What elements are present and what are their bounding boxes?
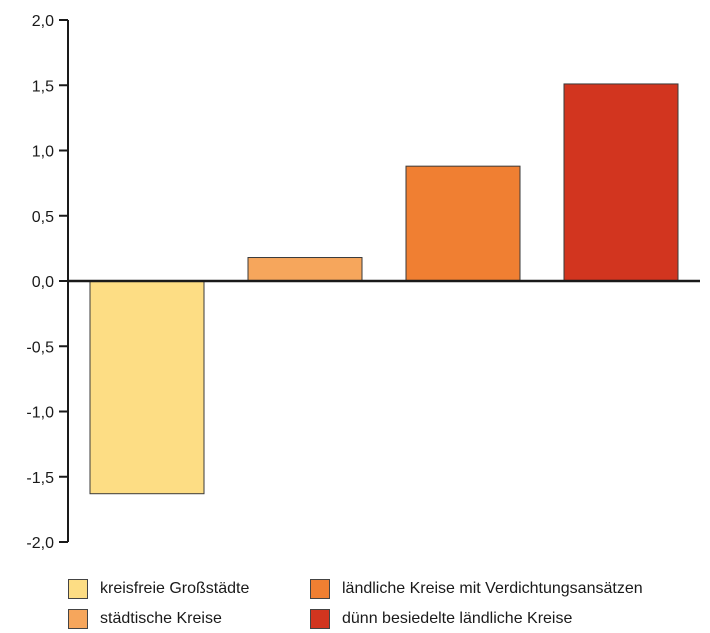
bar: [247, 257, 363, 282]
y-tick-label: 1,5: [32, 78, 54, 95]
bars: [89, 83, 679, 495]
y-tick-label: 2,0: [32, 13, 54, 30]
legend-item-laendliche-kreise-verdichtung: ländliche Kreise mit Verdichtungsansätze…: [310, 578, 643, 600]
legend-swatch: [310, 579, 330, 599]
y-tick-label: -1,0: [26, 405, 54, 422]
y-tick-label: 0,5: [32, 209, 54, 226]
legend-label: dünn besiedelte ländliche Kreise: [342, 610, 573, 627]
legend-swatch: [310, 609, 330, 629]
legend-label: kreisfreie Großstädte: [100, 580, 250, 597]
y-tick-label: 0,0: [32, 274, 54, 291]
bar: [405, 165, 521, 282]
y-tick-label: 1,0: [32, 144, 54, 161]
legend-item-staedtische-kreise: städtische Kreise: [68, 608, 222, 630]
y-tick-label: -2,0: [26, 535, 54, 552]
y-tick-label: -1,5: [26, 470, 54, 487]
legend-label: ländliche Kreise mit Verdichtungsansätze…: [342, 580, 643, 597]
bar: [89, 280, 205, 495]
y-axis: 2,0 1,5 1,0 0,5 0,0 -0,5 -1,0 -1,5 -2,0: [26, 13, 69, 552]
y-tick-label: -0,5: [26, 339, 54, 356]
bar: [563, 83, 679, 282]
legend-item-kreisfreie-grossstaedte: kreisfreie Großstädte: [68, 578, 249, 600]
legend: kreisfreie Großstädte städtische Kreise …: [68, 578, 708, 630]
legend-swatch: [68, 579, 88, 599]
legend-swatch: [68, 609, 88, 629]
bar-chart: 2,0 1,5 1,0 0,5 0,0 -0,5 -1,0 -1,5 -2,0: [26, 13, 700, 552]
legend-item-duenn-besiedelte-kreise: dünn besiedelte ländliche Kreise: [310, 608, 572, 630]
legend-label: städtische Kreise: [100, 610, 222, 627]
